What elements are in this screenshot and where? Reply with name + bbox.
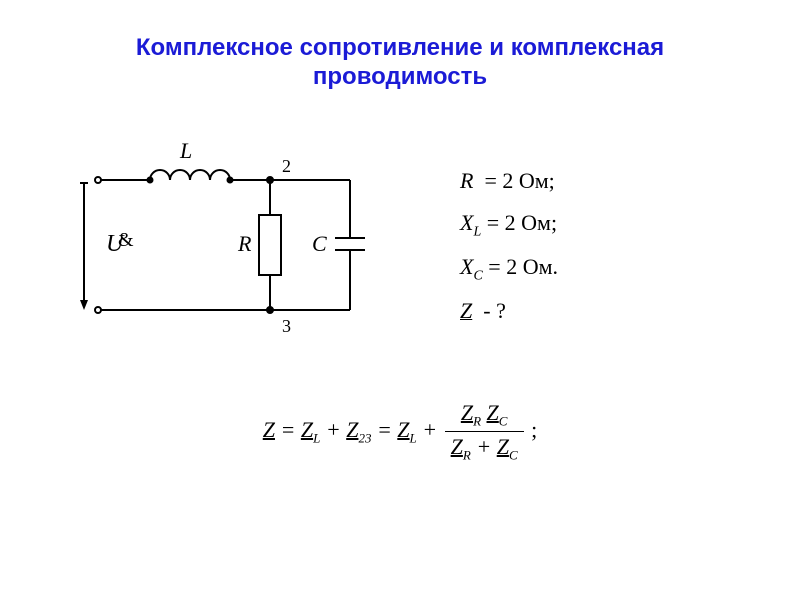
fraction-denominator: ZR + ZC: [445, 432, 524, 463]
z23-sub: 23: [358, 430, 371, 445]
zr-den-sub: R: [463, 448, 471, 463]
formula-area: Z = ZL + Z23 = ZL + ZR ZC ZR + ZC ;: [0, 400, 800, 464]
terminal-bottom: [95, 307, 101, 313]
eq-2: =: [377, 417, 397, 442]
zr-num: Z: [461, 400, 473, 426]
resistor-label: R: [237, 231, 252, 256]
zl-2: Z: [397, 417, 409, 443]
title-line-1: Комплексное сопротивление и комплексная: [0, 34, 800, 63]
impedance-formula: Z = ZL + Z23 = ZL + ZR ZC ZR + ZC ;: [263, 400, 538, 464]
circuit-svg: L R C 2 3 U &: [70, 150, 380, 350]
zc-num: Z: [487, 400, 499, 426]
inductor-icon: [150, 170, 230, 180]
plus-den: +: [476, 434, 496, 459]
given-xc-value: = 2 Ом.: [488, 254, 558, 279]
capacitor-label: C: [312, 231, 327, 256]
voltage-label-mark: &: [118, 229, 134, 251]
capacitor-icon: [335, 238, 365, 250]
given-z-value: - ?: [483, 298, 506, 323]
z-main: Z: [263, 417, 275, 443]
given-r-label: R: [460, 168, 473, 193]
semicolon: ;: [531, 417, 537, 442]
plus-1: +: [326, 417, 346, 442]
given-xc-label: X: [460, 254, 473, 279]
page-title: Комплексное сопротивление и комплексная …: [0, 0, 800, 92]
fraction-numerator: ZR ZC: [445, 400, 524, 432]
circuit-diagram: L R C 2 3 U &: [70, 150, 380, 350]
plus-2: +: [422, 417, 442, 442]
node-bottom-label: 3: [282, 316, 291, 336]
eq-1: =: [280, 417, 300, 442]
given-xl-value: = 2 Ом;: [487, 210, 557, 235]
given-xl: XL = 2 Ом;: [460, 202, 558, 246]
title-line-2: проводимость: [0, 63, 800, 92]
given-r-value: = 2 Ом;: [484, 168, 554, 193]
inductor-label: L: [179, 138, 192, 163]
given-xl-label: X: [460, 210, 473, 235]
zr-num-sub: R: [473, 413, 481, 428]
resistor-icon: [259, 215, 281, 275]
zc-den-sub: C: [509, 448, 518, 463]
zc-num-sub: C: [499, 413, 508, 428]
given-z-label: Z: [460, 298, 472, 323]
zr-den: Z: [451, 434, 463, 460]
zl-2-sub: L: [410, 430, 417, 445]
given-z: Z - ?: [460, 290, 558, 332]
zc-den: Z: [497, 434, 509, 460]
z23: Z: [346, 417, 358, 443]
zl: Z: [301, 417, 313, 443]
given-xc-sub: C: [473, 268, 482, 283]
voltage-arrow-icon: [80, 183, 88, 310]
node-top-label: 2: [282, 156, 291, 176]
fraction: ZR ZC ZR + ZC: [445, 400, 524, 464]
given-r: R = 2 Ом;: [460, 160, 558, 202]
zl-sub: L: [313, 430, 320, 445]
terminal-top: [95, 177, 101, 183]
node-dot: [148, 178, 153, 183]
given-xl-sub: L: [473, 224, 481, 239]
given-values: R = 2 Ом; XL = 2 Ом; XC = 2 Ом. Z - ?: [460, 160, 558, 332]
given-xc: XC = 2 Ом.: [460, 246, 558, 290]
